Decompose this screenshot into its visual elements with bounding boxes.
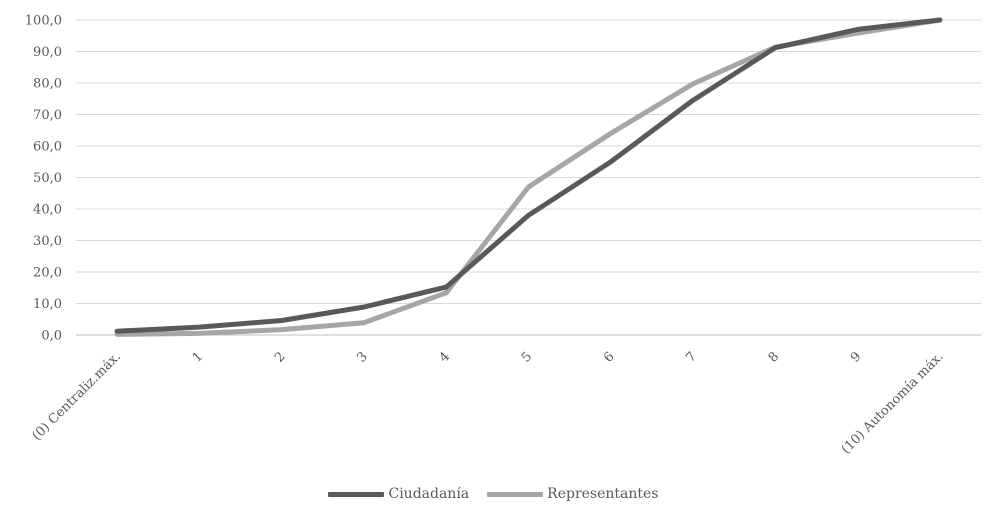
legend: Ciudadanía Representantes [0,486,987,502]
x-tick-label: 2 [272,349,288,365]
gridlines [76,19,981,336]
legend-swatch-representantes [487,491,544,497]
x-tick-label: 3 [354,349,370,365]
y-axis-tick-labels: 0,0 10,0 20,0 30,0 40,0 50,0 60,0 70,0 80,0 90,0 1… [25,14,62,344]
legend-label-ciudadania: Ciudadanía [388,486,470,502]
series-lines [114,17,943,337]
y-tick-label: 70,0 [33,108,62,123]
legend-item-ciudadania: Ciudadanía [328,486,469,502]
series-line-ciudadania [114,17,943,334]
y-tick-label: 0,0 [41,329,62,344]
y-tick-label: 60,0 [33,140,62,155]
y-tick-label: 20,0 [33,266,62,281]
x-axis-tick-labels: (0) Centraliz.máx. 1 2 3 4 5 6 7 8 9(10) Autonomí… [29,349,946,457]
x-tick-label: 7 [683,349,699,365]
y-tick-label: 100,0 [25,14,62,29]
x-tick-label: 8 [766,349,782,365]
x-tick-label: 1 [190,349,206,365]
x-tick-label: 5 [519,349,535,365]
y-tick-label: 10,0 [33,297,62,312]
x-tick-label: 4 [437,349,453,365]
y-tick-label: 30,0 [33,234,62,249]
y-tick-label: 40,0 [33,203,62,218]
legend-label-representantes: Representantes [547,486,659,502]
x-tick-label: (0) Centraliz.máx. [29,349,123,443]
x-tick-label: (10) Autonomía máx. [839,349,947,457]
y-tick-label: 50,0 [33,171,62,186]
legend-item-representantes: Representantes [487,486,659,502]
x-tick-label: 6 [601,349,617,365]
y-tick-label: 90,0 [33,45,62,60]
x-tick-label: 9 [848,349,864,365]
y-tick-label: 80,0 [33,77,62,92]
legend-swatch-ciudadania [328,491,385,497]
